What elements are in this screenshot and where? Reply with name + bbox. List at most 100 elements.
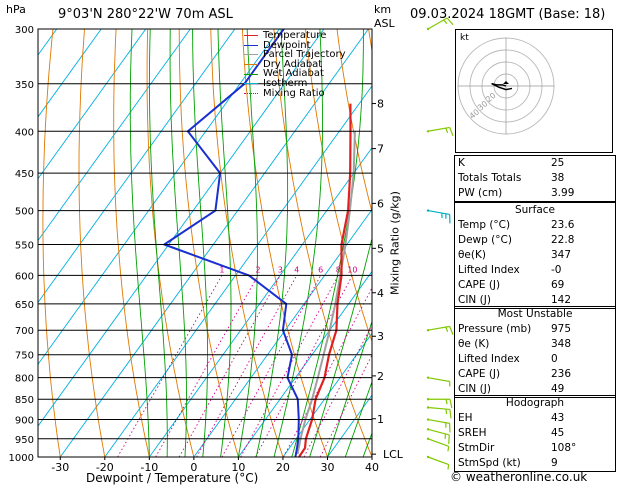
- pressure-tick-label: 300: [15, 25, 34, 36]
- mixing-ratio-label: 8: [336, 265, 341, 274]
- hpa-axis-title: hPa: [6, 3, 26, 16]
- pressure-tick-label: 800: [15, 374, 34, 385]
- mixing-ratio-axis-title: Mixing Ratio (g/kg): [388, 191, 402, 295]
- mixing-ratio-label: 1: [219, 265, 224, 274]
- row-value: 49: [551, 383, 565, 395]
- x-tick-label: 10: [231, 461, 245, 474]
- pressure-tick-label: 550: [15, 240, 34, 251]
- mixing-ratio-label: 2: [255, 265, 260, 274]
- row-key: CAPE (J): [458, 368, 501, 380]
- mixing-ratio-label: 10: [347, 265, 357, 274]
- row-key: θe (K): [458, 338, 490, 350]
- asl-label: ASL: [374, 17, 395, 30]
- wind-barb: [426, 428, 450, 444]
- table-row: SREH 45: [455, 426, 615, 441]
- legend-item: Isotherm: [244, 79, 346, 89]
- legend-item: Temperature: [244, 31, 346, 41]
- km-tick-label: 1: [377, 413, 384, 426]
- dry-adiabat-line: [42, 29, 61, 457]
- row-key: θe(K): [458, 249, 486, 261]
- hodograph-table: Hodograph EH 43 SREH 45 StmDir 108° StmSpd (kt…: [454, 395, 616, 472]
- pressure-tick-label: 1000: [9, 453, 34, 464]
- pressure-tick-label: 450: [15, 169, 34, 180]
- mixing-ratio-line: [221, 275, 322, 457]
- row-value: 9: [551, 457, 558, 469]
- mixing-ratio-label: 4: [294, 265, 299, 274]
- wind-barb-flag: [447, 446, 450, 452]
- wind-barb-dot: [426, 209, 430, 212]
- wind-barb: [426, 17, 454, 31]
- wind-barb: [426, 398, 453, 409]
- pressure-tick-label: 350: [15, 80, 34, 91]
- row-key: PW (cm): [458, 187, 503, 199]
- row-key: EH: [458, 412, 473, 424]
- wind-barb: [426, 406, 452, 419]
- row-value: 45: [551, 427, 565, 439]
- indices-table: K 25 Totals Totals 38 PW (cm) 3.99: [454, 155, 616, 202]
- surface-table: Surface Temp (°C) 23.6 Dewp (°C) 22.8 θe(K) 3…: [454, 202, 616, 309]
- wind-barb: [426, 376, 451, 387]
- isotherm-line: [59, 29, 369, 457]
- legend-label: Isotherm: [263, 77, 308, 89]
- wind-barb: [426, 325, 454, 335]
- wind-barb-dot: [426, 27, 430, 31]
- table-row: StmDir 108°: [455, 441, 615, 456]
- mixing-ratio-line: [319, 354, 372, 457]
- row-key: CIN (J): [458, 383, 491, 395]
- row-value: 43: [551, 412, 565, 424]
- wind-barb-flag: [445, 326, 449, 332]
- wind-barb-dot: [426, 130, 430, 133]
- x-tick-label: 40: [365, 461, 379, 474]
- background-lines: 1 2 3 4 6 8 10 15 20 25: [38, 29, 629, 457]
- wind-barb-dot: [426, 455, 430, 459]
- legend-label: Dewpoint: [263, 39, 311, 51]
- isotherm-line: [238, 270, 372, 457]
- wind-barb-staff: [427, 418, 450, 424]
- hodograph-kt-label: kt: [460, 33, 469, 43]
- wind-barb-flag: [449, 409, 452, 419]
- wet-adiabat-line: [192, 29, 209, 457]
- mixing-ratio-line: [117, 275, 223, 457]
- row-key: Lifted Index: [458, 264, 520, 276]
- legend-swatch: [244, 54, 258, 56]
- legend-swatch: [244, 35, 258, 37]
- row-value: 38: [551, 172, 565, 184]
- row-value: 347: [551, 249, 572, 261]
- row-key: StmDir: [458, 442, 495, 454]
- wet-adiabat-line: [344, 380, 372, 457]
- row-key: Lifted Index: [458, 353, 520, 365]
- wind-barb-dot: [426, 376, 430, 379]
- legend-swatch: [244, 64, 258, 66]
- wind-barb-dot: [426, 398, 430, 401]
- storm-motion-marker: [503, 81, 509, 84]
- row-value: -0: [551, 264, 562, 276]
- wind-barb-staff: [427, 406, 450, 411]
- legend-item: Dry Adiabat: [244, 59, 346, 70]
- location-title: 9°03'N 280°22'W 70m ASL: [58, 7, 233, 22]
- most-unstable-title: Most Unstable: [497, 308, 573, 320]
- x-tick-label: -20: [96, 461, 114, 474]
- table-row: CAPE (J) 236: [455, 367, 615, 382]
- km-tick-label: 2: [377, 370, 384, 383]
- mixing-ratio-label: 6: [318, 265, 323, 274]
- table-row: θe (K) 348: [455, 337, 615, 352]
- km-tick-label: 7: [377, 143, 384, 156]
- wet-adiabat-line: [129, 29, 150, 457]
- wet-adiabat-line: [169, 29, 187, 457]
- wind-barb-dot: [426, 437, 430, 440]
- x-tick-label: 20: [276, 461, 290, 474]
- table-row: θe(K) 347: [455, 248, 615, 263]
- wind-barb-flag: [445, 408, 448, 415]
- table-row: Dewp (°C) 22.8: [455, 233, 615, 248]
- legend-label: Mixing Ratio: [263, 87, 325, 99]
- km-tick-label: 6: [377, 197, 384, 210]
- wind-barb-dot: [426, 329, 430, 332]
- x-axis-title: Dewpoint / Temperature (°C): [86, 471, 259, 485]
- mixing-ratio-label: 25: [408, 265, 418, 274]
- row-key: SREH: [458, 427, 487, 439]
- row-value: 0: [551, 353, 558, 365]
- pressure-tick-label: 400: [15, 127, 34, 138]
- wind-barb-staff: [427, 428, 450, 436]
- dry-adiabat-line: [621, 29, 629, 457]
